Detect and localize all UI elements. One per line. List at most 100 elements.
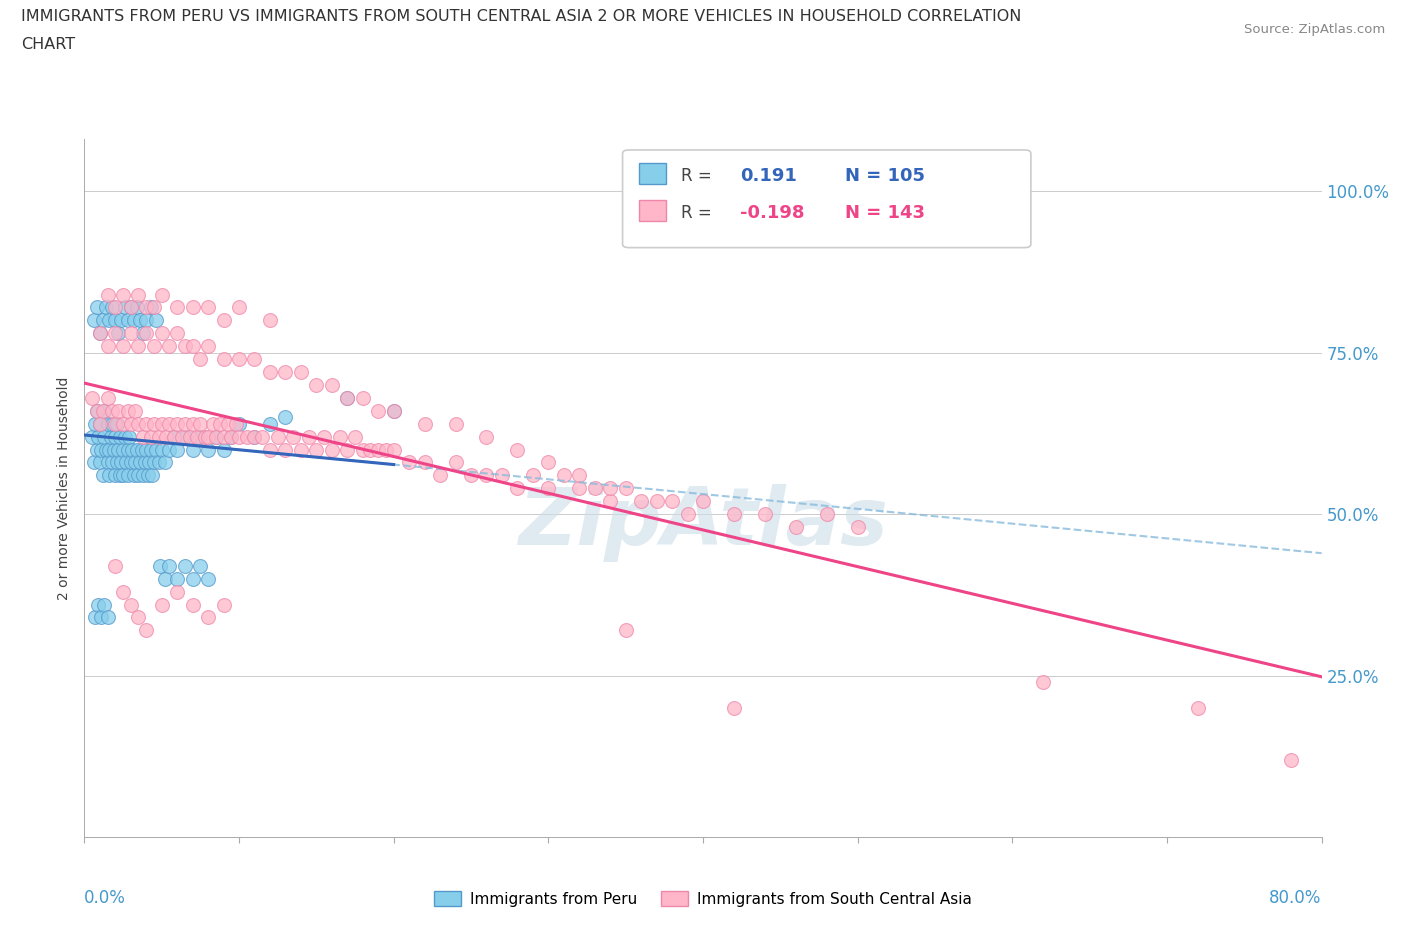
Point <box>429 468 451 483</box>
Point <box>153 571 176 586</box>
Point <box>89 455 111 470</box>
Point <box>846 520 869 535</box>
Point <box>107 404 129 418</box>
Point <box>115 455 138 470</box>
Point <box>112 584 135 599</box>
Point <box>398 455 420 470</box>
Point <box>143 455 166 470</box>
Point <box>89 417 111 432</box>
Point <box>91 312 114 327</box>
Point <box>150 442 173 457</box>
Point <box>188 417 212 432</box>
Text: CHART: CHART <box>21 37 75 52</box>
Point <box>110 312 132 327</box>
Point <box>217 417 239 432</box>
Text: N = 105: N = 105 <box>845 166 925 185</box>
Point <box>153 455 176 470</box>
Point <box>120 597 142 612</box>
Point <box>97 455 120 470</box>
Point <box>274 410 297 425</box>
Point <box>197 571 219 586</box>
Point <box>83 312 105 327</box>
Point <box>166 326 188 340</box>
Point <box>104 468 127 483</box>
Point <box>259 417 281 432</box>
Point <box>101 300 124 315</box>
Point <box>112 287 135 302</box>
Point <box>132 468 155 483</box>
Point <box>225 417 247 432</box>
Point <box>145 442 167 457</box>
Point <box>537 481 560 496</box>
Point <box>212 312 235 327</box>
FancyBboxPatch shape <box>623 150 1031 247</box>
Point <box>112 417 135 432</box>
Point <box>382 404 405 418</box>
Point <box>197 610 219 625</box>
Point <box>159 442 181 457</box>
Point <box>305 378 328 392</box>
Point <box>110 455 132 470</box>
Point <box>336 442 359 457</box>
Point <box>93 404 115 418</box>
Point <box>98 312 121 327</box>
Point <box>143 339 166 353</box>
Point <box>97 610 120 625</box>
Point <box>413 417 436 432</box>
Text: ZipAtlas: ZipAtlas <box>517 485 889 562</box>
Point <box>121 442 143 457</box>
Point <box>166 300 188 315</box>
Point <box>136 468 159 483</box>
Point <box>201 417 224 432</box>
Point <box>181 417 204 432</box>
Point <box>129 312 152 327</box>
Point <box>86 300 108 315</box>
Point <box>124 455 146 470</box>
Point <box>522 468 544 483</box>
Bar <box>638 200 666 221</box>
Point <box>104 558 127 573</box>
Point <box>87 597 110 612</box>
Point <box>321 378 343 392</box>
Point <box>444 455 467 470</box>
Point <box>723 700 745 715</box>
Point <box>84 610 107 625</box>
Point <box>139 442 162 457</box>
Point <box>94 442 117 457</box>
Point <box>676 507 699 522</box>
Point <box>120 455 142 470</box>
Point <box>135 300 157 315</box>
Point <box>645 494 668 509</box>
Point <box>101 417 124 432</box>
Point <box>506 481 529 496</box>
Point <box>815 507 838 522</box>
Text: IMMIGRANTS FROM PERU VS IMMIGRANTS FROM SOUTH CENTRAL ASIA 2 OR MORE VEHICLES IN: IMMIGRANTS FROM PERU VS IMMIGRANTS FROM … <box>21 9 1022 24</box>
Point <box>274 365 297 379</box>
Point <box>128 417 150 432</box>
Point <box>135 623 157 638</box>
Point <box>259 442 281 457</box>
Point <box>382 404 405 418</box>
Point <box>367 404 389 418</box>
Point <box>179 429 201 444</box>
Point <box>197 442 219 457</box>
Point <box>97 339 120 353</box>
Point <box>89 417 111 432</box>
Point <box>128 468 150 483</box>
Point <box>491 468 513 483</box>
Point <box>107 442 129 457</box>
Point <box>132 429 155 444</box>
Point <box>475 429 498 444</box>
Point <box>475 468 498 483</box>
Point <box>181 300 204 315</box>
Point <box>181 442 204 457</box>
Point <box>274 442 297 457</box>
Point <box>84 417 107 432</box>
Point <box>228 352 250 366</box>
Point <box>120 300 142 315</box>
Point <box>150 287 173 302</box>
Point <box>108 468 131 483</box>
Point <box>188 429 212 444</box>
Point <box>93 597 115 612</box>
Text: Source: ZipAtlas.com: Source: ZipAtlas.com <box>1244 23 1385 36</box>
